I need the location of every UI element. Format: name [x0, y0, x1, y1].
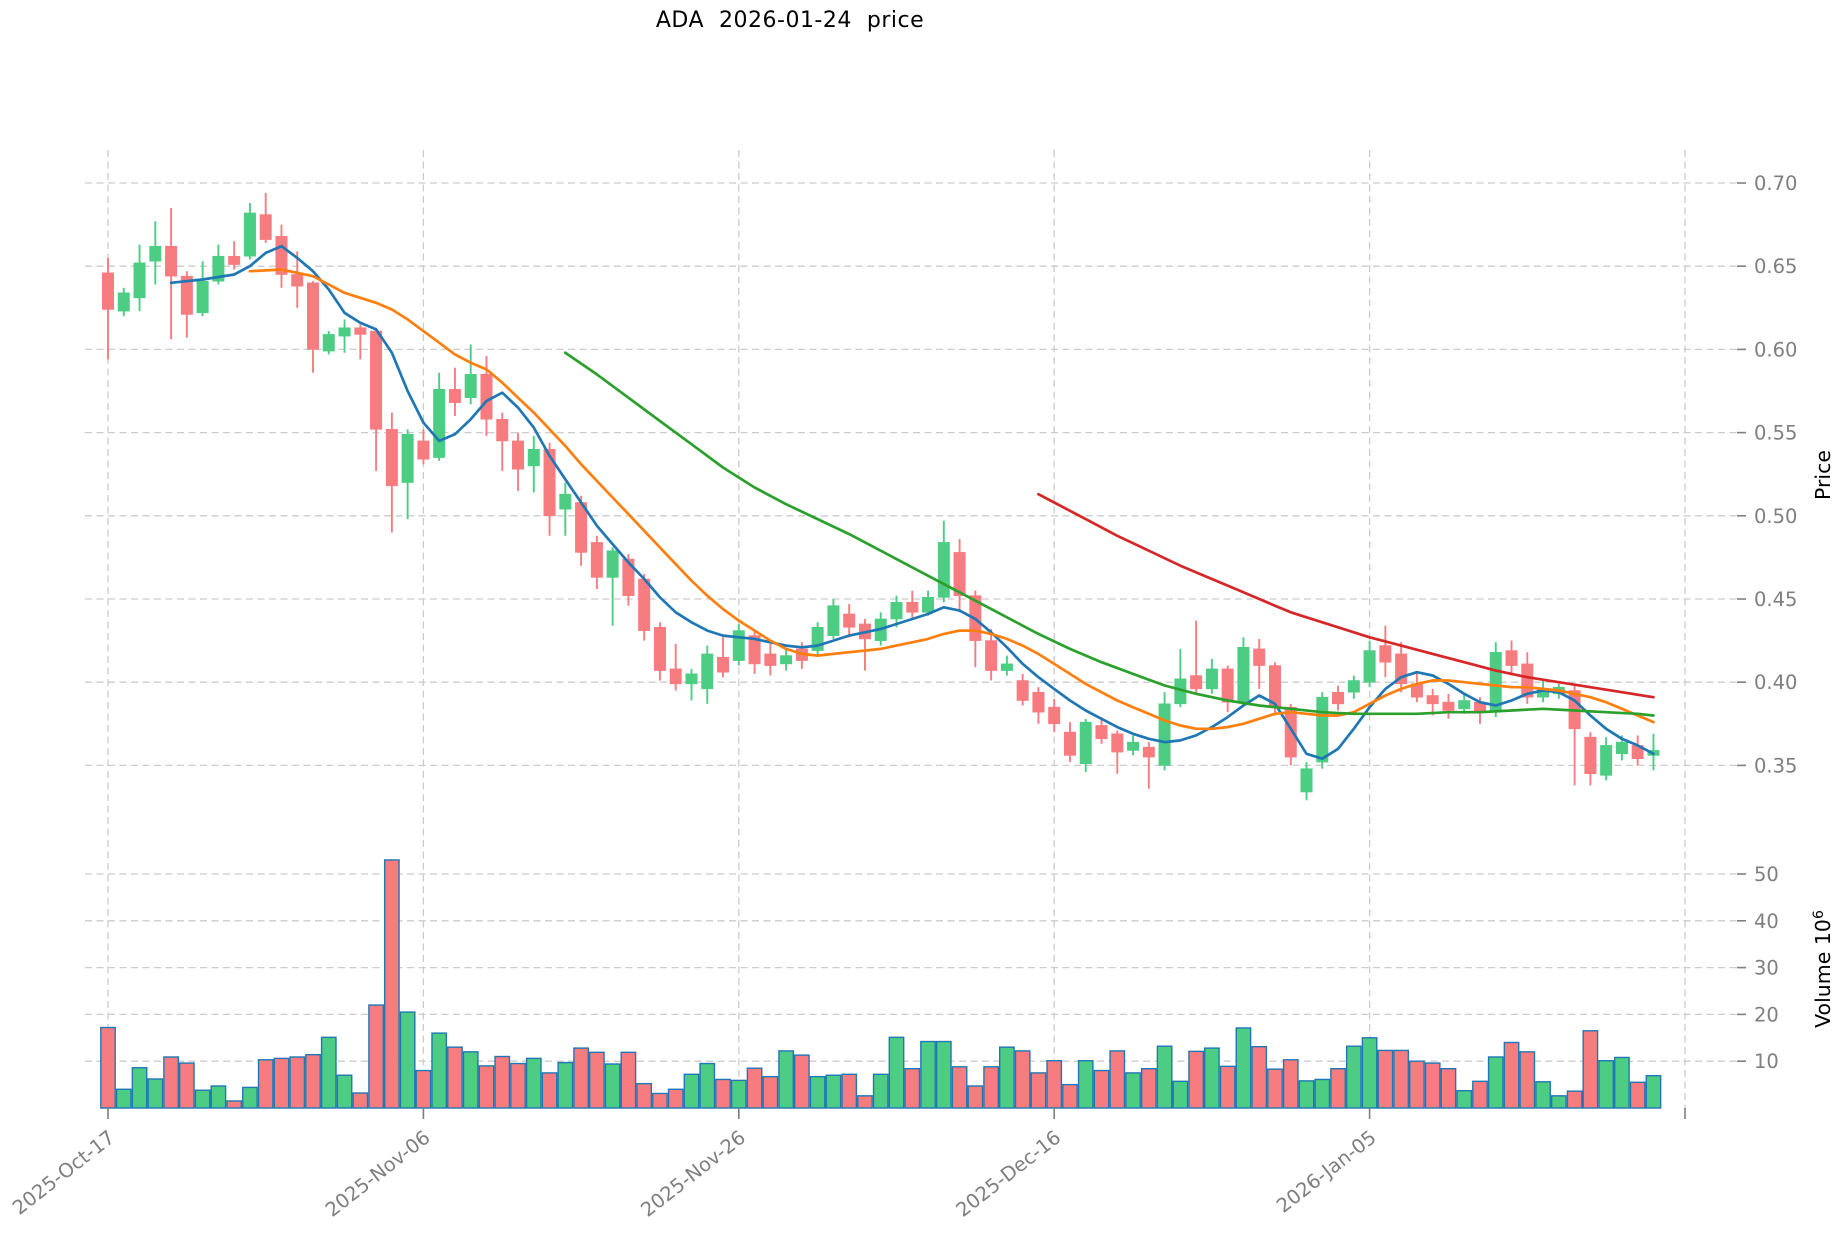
svg-text:0.65: 0.65 [1754, 255, 1797, 278]
svg-text:2025-Oct-17: 2025-Oct-17 [8, 1126, 119, 1220]
svg-text:20: 20 [1754, 1003, 1779, 1026]
candles-layer [102, 192, 1660, 801]
svg-text:2025-Nov-26: 2025-Nov-26 [636, 1126, 749, 1222]
svg-text:0.40: 0.40 [1754, 671, 1797, 694]
svg-text:0.45: 0.45 [1754, 588, 1797, 611]
gridlines-layer [85, 150, 1737, 1108]
price-axis-label: Price [1811, 450, 1835, 500]
volume-axis-label: Volume 106 [1811, 910, 1835, 1028]
svg-text:50: 50 [1754, 863, 1779, 886]
svg-text:30: 30 [1754, 957, 1779, 980]
volume-bars-layer [100, 859, 1662, 1109]
svg-text:2025-Dec-16: 2025-Dec-16 [952, 1126, 1066, 1222]
svg-text:10: 10 [1754, 1050, 1779, 1073]
svg-text:0.35: 0.35 [1754, 754, 1797, 777]
ma-slow-green [563, 351, 1655, 717]
ma-long-red [1037, 492, 1655, 699]
ma-fast-blue [169, 244, 1655, 761]
chart-title: ADA 2026-01-24 price [655, 8, 925, 33]
svg-text:0.55: 0.55 [1754, 422, 1797, 445]
svg-text:40: 40 [1754, 910, 1779, 933]
svg-text:2025-Nov-06: 2025-Nov-06 [321, 1126, 434, 1222]
svg-text:0.50: 0.50 [1754, 505, 1797, 528]
svg-text:0.60: 0.60 [1754, 338, 1797, 361]
svg-text:2026-Jan-05: 2026-Jan-05 [1272, 1126, 1380, 1218]
svg-text:0.70: 0.70 [1754, 172, 1797, 195]
moving-averages-layer [169, 244, 1655, 761]
ma-mid-orange [248, 268, 1655, 731]
